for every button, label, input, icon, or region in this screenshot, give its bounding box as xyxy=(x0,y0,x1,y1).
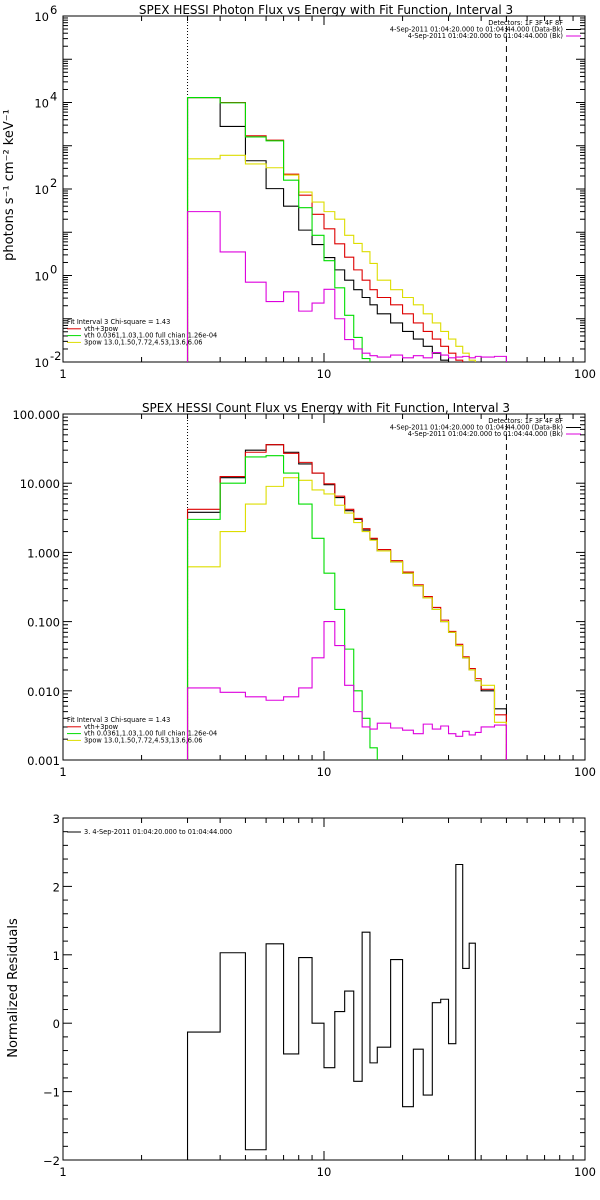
legend-right-entry: 4-Sep-2011 01:04:20.000 to 01:04:44.000 … xyxy=(408,430,563,438)
y-tick-label: 0.010 xyxy=(27,685,60,699)
x-tick-label: 10 xyxy=(317,1165,332,1179)
legend-right-entry: Detectors: 1F 3F 4F 8F xyxy=(488,417,563,425)
y-tick-label: 0 xyxy=(53,1017,60,1031)
y-tick-label: −1 xyxy=(43,1086,60,1100)
y-tick-label: 0.100 xyxy=(27,616,60,630)
x-tick-label: 100 xyxy=(574,765,596,779)
series-data-bk xyxy=(186,444,507,760)
y-tick-label: 2 xyxy=(53,880,60,894)
y-tick-label: 10 xyxy=(34,270,49,284)
series-data-bk xyxy=(186,97,450,362)
legend-right-entry: 4-Sep-2011 01:04:20.000 to 01:04:44.000 … xyxy=(390,26,563,34)
y-axis-label: Normalized Residuals xyxy=(6,918,21,1058)
x-tick-label: 10 xyxy=(317,367,332,381)
y-tick-label: 1.000 xyxy=(27,546,60,560)
legend-right-entry: 4-Sep-2011 01:04:20.000 to 01:04:44.000 … xyxy=(390,424,563,432)
y-tick-label: 10 xyxy=(34,97,49,111)
series-bk xyxy=(186,621,507,760)
axes-frame xyxy=(62,817,586,1161)
legend-left-entry: 3. 4-Sep-2011 01:04:20.000 to 01:04:44.0… xyxy=(84,828,232,836)
y-tick-label: 10 xyxy=(34,183,49,197)
legend-left-entry: 3pow 13.0,1.50,7.72,4.53,13.6,6.06 xyxy=(84,338,202,346)
y-tick-label: 1 xyxy=(53,949,60,963)
y-tick-label: 100.000 xyxy=(12,408,60,422)
legend-left-entry: vth 0.0361,1.03,1.00 full chian 1.26e-04 xyxy=(84,730,217,738)
y-tick-exponent: 2 xyxy=(50,176,57,190)
y-tick-label: −2 xyxy=(43,1154,60,1168)
count-flux-panel: SPEX HESSI Count Flux vs Energy with Fit… xyxy=(12,401,596,779)
x-tick-label: 100 xyxy=(574,1165,596,1179)
legend-left-entry: vth+3pow xyxy=(84,723,119,731)
panel-title: SPEX HESSI Count Flux vs Energy with Fit… xyxy=(142,401,510,415)
series-vth xyxy=(186,97,371,362)
residuals-panel: Normalized Residuals 1 10 100 −2 −1 0 1 2 3 3. 4-… xyxy=(6,812,596,1179)
y-tick-label: 10.000 xyxy=(20,477,60,491)
series-vth-3pow xyxy=(186,444,507,760)
photon-flux-panel: SPEX HESSI Photon Flux vs Energy with Fi… xyxy=(2,3,596,381)
y-tick-exponent: 0 xyxy=(50,263,57,277)
x-tick-label: 1 xyxy=(59,1165,66,1179)
y-tick-label: 3 xyxy=(53,812,60,826)
x-tick-label: 1 xyxy=(59,765,66,779)
x-tick-label: 1 xyxy=(59,367,66,381)
y-tick-label: 0.001 xyxy=(27,754,60,768)
series-3- xyxy=(186,863,476,1160)
series-3pow xyxy=(186,477,507,760)
series-vth-3pow xyxy=(186,97,507,362)
legend-left-entry: 3pow 13.0,1.50,7.72,4.53,13.6,6.06 xyxy=(84,736,202,744)
series-vth xyxy=(186,455,378,760)
legend-left-title: Fit Interval 3 Chi-square = 1.43 xyxy=(67,318,170,326)
y-tick-exponent: 4 xyxy=(50,90,57,104)
legend-left-entry: vth+3pow xyxy=(84,325,119,333)
y-axis-label: photons s⁻¹ cm⁻² keV⁻¹ xyxy=(2,109,17,261)
panel-title: SPEX HESSI Photon Flux vs Energy with Fi… xyxy=(139,3,513,17)
y-tick-label: 10 xyxy=(34,356,49,370)
legend-right-entry: Detectors: 1F 3F 4F 8F xyxy=(488,19,563,27)
legend-left-title: Fit Interval 3 Chi-square = 1.43 xyxy=(67,716,170,724)
x-tick-label: 100 xyxy=(574,367,596,381)
x-tick-label: 10 xyxy=(317,765,332,779)
y-tick-label: 10 xyxy=(34,10,49,24)
series-3pow xyxy=(186,154,507,362)
y-tick-exponent: 6 xyxy=(50,3,57,17)
legend-left-entry: vth 0.0361,1.03,1.00 full chian 1.26e-04 xyxy=(84,332,217,340)
legend-right-entry: 4-Sep-2011 01:04:20.000 to 01:04:44.000 … xyxy=(408,32,563,40)
series-bk xyxy=(186,211,507,362)
y-tick-exponent: -2 xyxy=(50,349,61,363)
